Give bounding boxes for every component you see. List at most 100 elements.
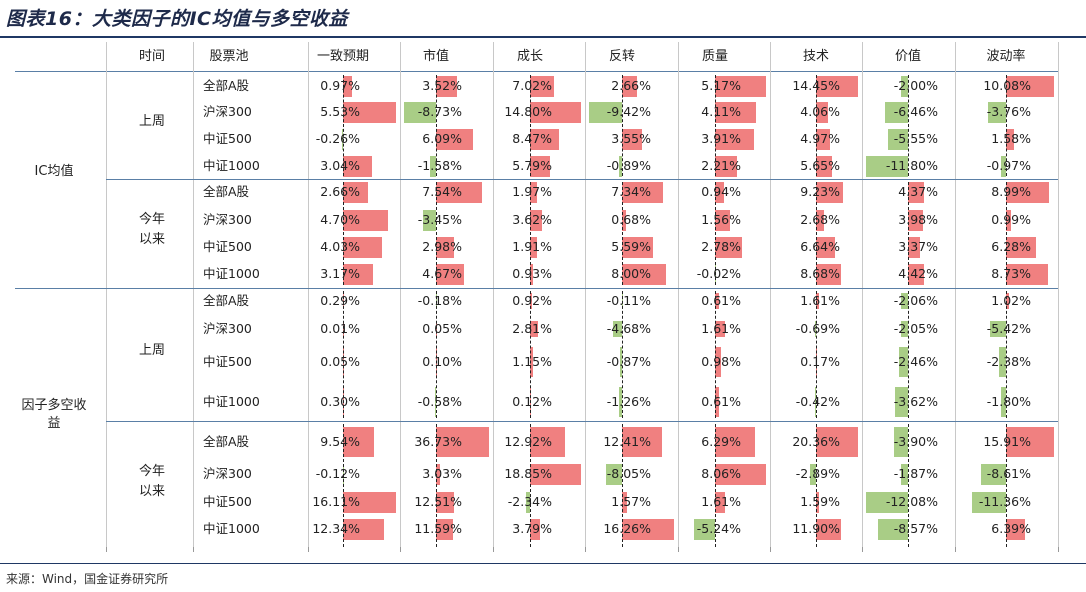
value-cell: 1.61% (800, 293, 840, 308)
value-cell: 0.68% (611, 212, 651, 227)
period-label: 今年 (138, 463, 165, 479)
value-cell: -0.97% (986, 158, 1031, 173)
value-cell: -12.08% (885, 494, 938, 509)
period-label: 今年 (138, 211, 165, 227)
zero-axis (1006, 75, 1007, 176)
value-bar (525, 491, 530, 513)
value-cell: 0.01% (320, 321, 360, 336)
value-cell: 5.53% (320, 104, 360, 119)
value-bar (885, 101, 908, 123)
value-bar (715, 75, 766, 97)
value-bar (530, 463, 581, 485)
value-bar (436, 463, 441, 485)
column-divider (1058, 42, 1059, 547)
value-bar (894, 427, 908, 457)
value-bar (343, 518, 384, 540)
zero-axis (436, 75, 437, 176)
zero-axis (436, 182, 437, 285)
value-cell: 4.03% (320, 239, 360, 254)
value-cell: 3.52% (422, 78, 462, 93)
value-bar (816, 293, 820, 309)
page-title: 图表16：大类因子的IC均值与多空收益 (6, 8, 348, 30)
value-bar (814, 321, 816, 337)
value-bar (622, 209, 626, 231)
value-cell: 5.79% (512, 158, 552, 173)
value-cell: 4.06% (800, 104, 840, 119)
value-cell: -8.73% (417, 104, 462, 119)
value-bar (1006, 427, 1054, 457)
value-bar (1006, 75, 1054, 97)
value-bar (620, 347, 622, 377)
value-cell: 1.58% (991, 131, 1031, 146)
value-bar (715, 491, 726, 513)
value-bar (436, 236, 455, 258)
value-cell: 7.34% (611, 184, 651, 199)
value-bar (1006, 128, 1014, 150)
value-bar (622, 518, 674, 540)
pool-name: 全部A股 (203, 78, 250, 93)
value-cell: 3.55% (611, 131, 651, 146)
value-cell: 8.73% (991, 266, 1031, 281)
value-cell: -1.58% (417, 158, 462, 173)
value-cell: 7.02% (512, 78, 552, 93)
value-cell: 2.66% (611, 78, 651, 93)
value-bar (866, 155, 908, 177)
column-divider (193, 42, 194, 547)
value-cell: 1.56% (701, 212, 741, 227)
value-cell: -0.69% (795, 321, 840, 336)
value-cell: 0.93% (512, 266, 552, 281)
zero-axis (622, 182, 623, 285)
zero-axis (1006, 291, 1007, 418)
value-bar (900, 75, 908, 97)
value-bar (605, 463, 622, 485)
zero-axis (343, 182, 344, 285)
value-bar (530, 293, 533, 309)
axis-tick (308, 547, 309, 552)
axis-tick (585, 547, 586, 552)
value-cell: 0.12% (512, 394, 552, 409)
value-cell: 3.91% (701, 131, 741, 146)
value-bar (878, 518, 908, 540)
value-cell: 3.79% (512, 521, 552, 536)
value-cell: 0.61% (701, 293, 741, 308)
column-divider (308, 42, 309, 547)
value-bar (530, 128, 560, 150)
value-bar (1006, 209, 1011, 231)
zero-axis (816, 182, 817, 285)
value-bar (619, 387, 622, 417)
value-bar (530, 321, 538, 337)
value-cell: 9.23% (800, 184, 840, 199)
value-bar (589, 101, 622, 123)
value-bar (715, 209, 731, 231)
value-bar (715, 181, 725, 203)
zero-axis (816, 75, 817, 176)
header-rule (15, 71, 1058, 72)
value-cell: 12.34% (312, 521, 360, 536)
value-bar (530, 263, 534, 285)
value-bar (436, 128, 473, 150)
value-cell: 1.61% (701, 494, 741, 509)
axis-tick (678, 547, 679, 552)
zero-axis (530, 424, 531, 547)
value-bar (530, 155, 550, 177)
value-cell: -3.62% (893, 394, 938, 409)
value-cell: -11.80% (885, 158, 938, 173)
pool-name: 中证500 (203, 131, 252, 146)
value-bar (436, 75, 458, 97)
value-cell: -9.42% (606, 104, 651, 119)
value-bar (816, 101, 828, 123)
value-cell: 0.61% (701, 394, 741, 409)
value-bar (530, 101, 581, 123)
value-bar (901, 463, 908, 485)
value-bar (436, 491, 455, 513)
period-divider (106, 179, 1058, 180)
value-cell: 3.98% (898, 212, 938, 227)
zero-axis (622, 75, 623, 176)
value-cell: 1.57% (611, 494, 651, 509)
value-bar (530, 236, 537, 258)
value-bar (430, 155, 436, 177)
value-bar (1001, 155, 1006, 177)
value-cell: -3.90% (893, 434, 938, 449)
value-cell: 2.66% (320, 184, 360, 199)
value-bar (622, 263, 667, 285)
